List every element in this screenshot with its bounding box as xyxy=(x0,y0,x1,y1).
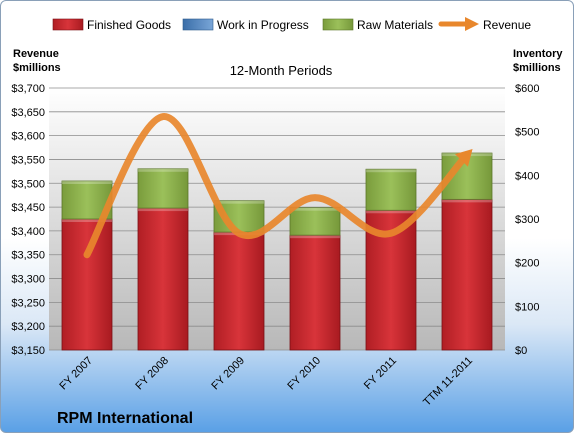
category-label: FY 2009 xyxy=(209,355,247,393)
right-axis-title-line1: Inventory xyxy=(513,48,563,60)
bar-highlight xyxy=(290,235,340,239)
legend-swatch-raw-materials xyxy=(322,18,354,31)
bar-highlight xyxy=(366,169,416,173)
bar-highlight xyxy=(62,181,112,185)
legend-swatch-finished-goods xyxy=(52,18,84,31)
right-axis-ticks: $0 $100 $200 $300 $400 $500 $600 xyxy=(515,83,539,357)
bar-highlight xyxy=(138,168,188,172)
left-tick-label: $3,700 xyxy=(11,83,45,95)
left-tick-label: $3,600 xyxy=(11,131,45,143)
revenue-line-path xyxy=(83,113,471,259)
category-label: FY 2007 xyxy=(57,355,95,393)
bar-highlight xyxy=(62,219,112,222)
grid-lines xyxy=(49,87,505,351)
right-tick-label: $200 xyxy=(515,258,539,270)
chart-title: 12-Month Periods xyxy=(230,63,333,78)
left-tick-label: $3,500 xyxy=(11,178,45,190)
right-tick-label: $300 xyxy=(515,214,539,226)
bar-highlight xyxy=(290,207,340,211)
bar-finished-goods xyxy=(137,207,189,351)
bar-highlight xyxy=(138,208,188,212)
left-tick-label: $3,350 xyxy=(11,250,45,262)
bar-highlight xyxy=(366,210,416,214)
left-tick-label: $3,300 xyxy=(11,274,45,286)
bar-raw-materials xyxy=(365,168,417,211)
legend: Finished Goods Work in Progress Raw Mate… xyxy=(52,17,531,32)
right-tick-label: $0 xyxy=(515,345,527,357)
left-axis-ticks: $3,150 $3,200 $3,250 $3,300 $3,350 $3,400 $3,4… xyxy=(11,83,45,357)
legend-revenue-arrowhead xyxy=(465,17,479,31)
bar-finished-goods xyxy=(289,234,341,351)
right-tick-label: $400 xyxy=(515,170,539,182)
left-axis-title-line1: Revenue xyxy=(13,48,59,60)
category-label: FY 2010 xyxy=(285,355,323,393)
left-tick-label: $3,200 xyxy=(11,321,45,333)
left-tick-label: $3,150 xyxy=(11,345,45,357)
right-tick-label: $500 xyxy=(515,127,539,139)
bar-raw-materials xyxy=(289,207,341,236)
right-axis-title-line2: $millions xyxy=(513,62,561,74)
legend-swatch-work-in-progress xyxy=(182,18,214,31)
bars xyxy=(61,152,493,351)
left-tick-label: $3,650 xyxy=(11,107,45,119)
category-label: TTM 11-2011 xyxy=(421,355,475,409)
left-axis-title-line2: $millions xyxy=(13,62,61,74)
bar-finished-goods xyxy=(441,198,493,351)
right-tick-label: $600 xyxy=(515,83,539,95)
bar-highlight xyxy=(214,200,264,204)
left-tick-label: $3,450 xyxy=(11,202,45,214)
category-label: FY 2011 xyxy=(362,355,399,392)
category-label: FY 2008 xyxy=(133,355,171,393)
legend-label-finished-goods: Finished Goods xyxy=(87,18,171,32)
legend-label-work-in-progress: Work in Progress xyxy=(217,18,309,32)
brand-title: RPM International xyxy=(57,410,193,427)
legend-label-raw-materials: Raw Materials xyxy=(357,18,433,32)
bar-finished-goods xyxy=(213,231,265,351)
bar-highlight xyxy=(442,199,492,203)
left-tick-label: $3,550 xyxy=(11,154,45,166)
legend-label-revenue: Revenue xyxy=(483,18,531,32)
revenue-line xyxy=(83,113,473,259)
left-tick-label: $3,400 xyxy=(11,226,45,238)
bar-raw-materials xyxy=(137,168,189,209)
right-tick-label: $100 xyxy=(515,301,539,313)
category-labels: FY 2007 FY 2008 FY 2009 FY 2010 FY 2011 TTM 1… xyxy=(57,355,475,409)
bar-finished-goods xyxy=(61,218,113,351)
revenue-arrowhead xyxy=(454,148,473,167)
left-tick-label: $3,250 xyxy=(11,297,45,309)
